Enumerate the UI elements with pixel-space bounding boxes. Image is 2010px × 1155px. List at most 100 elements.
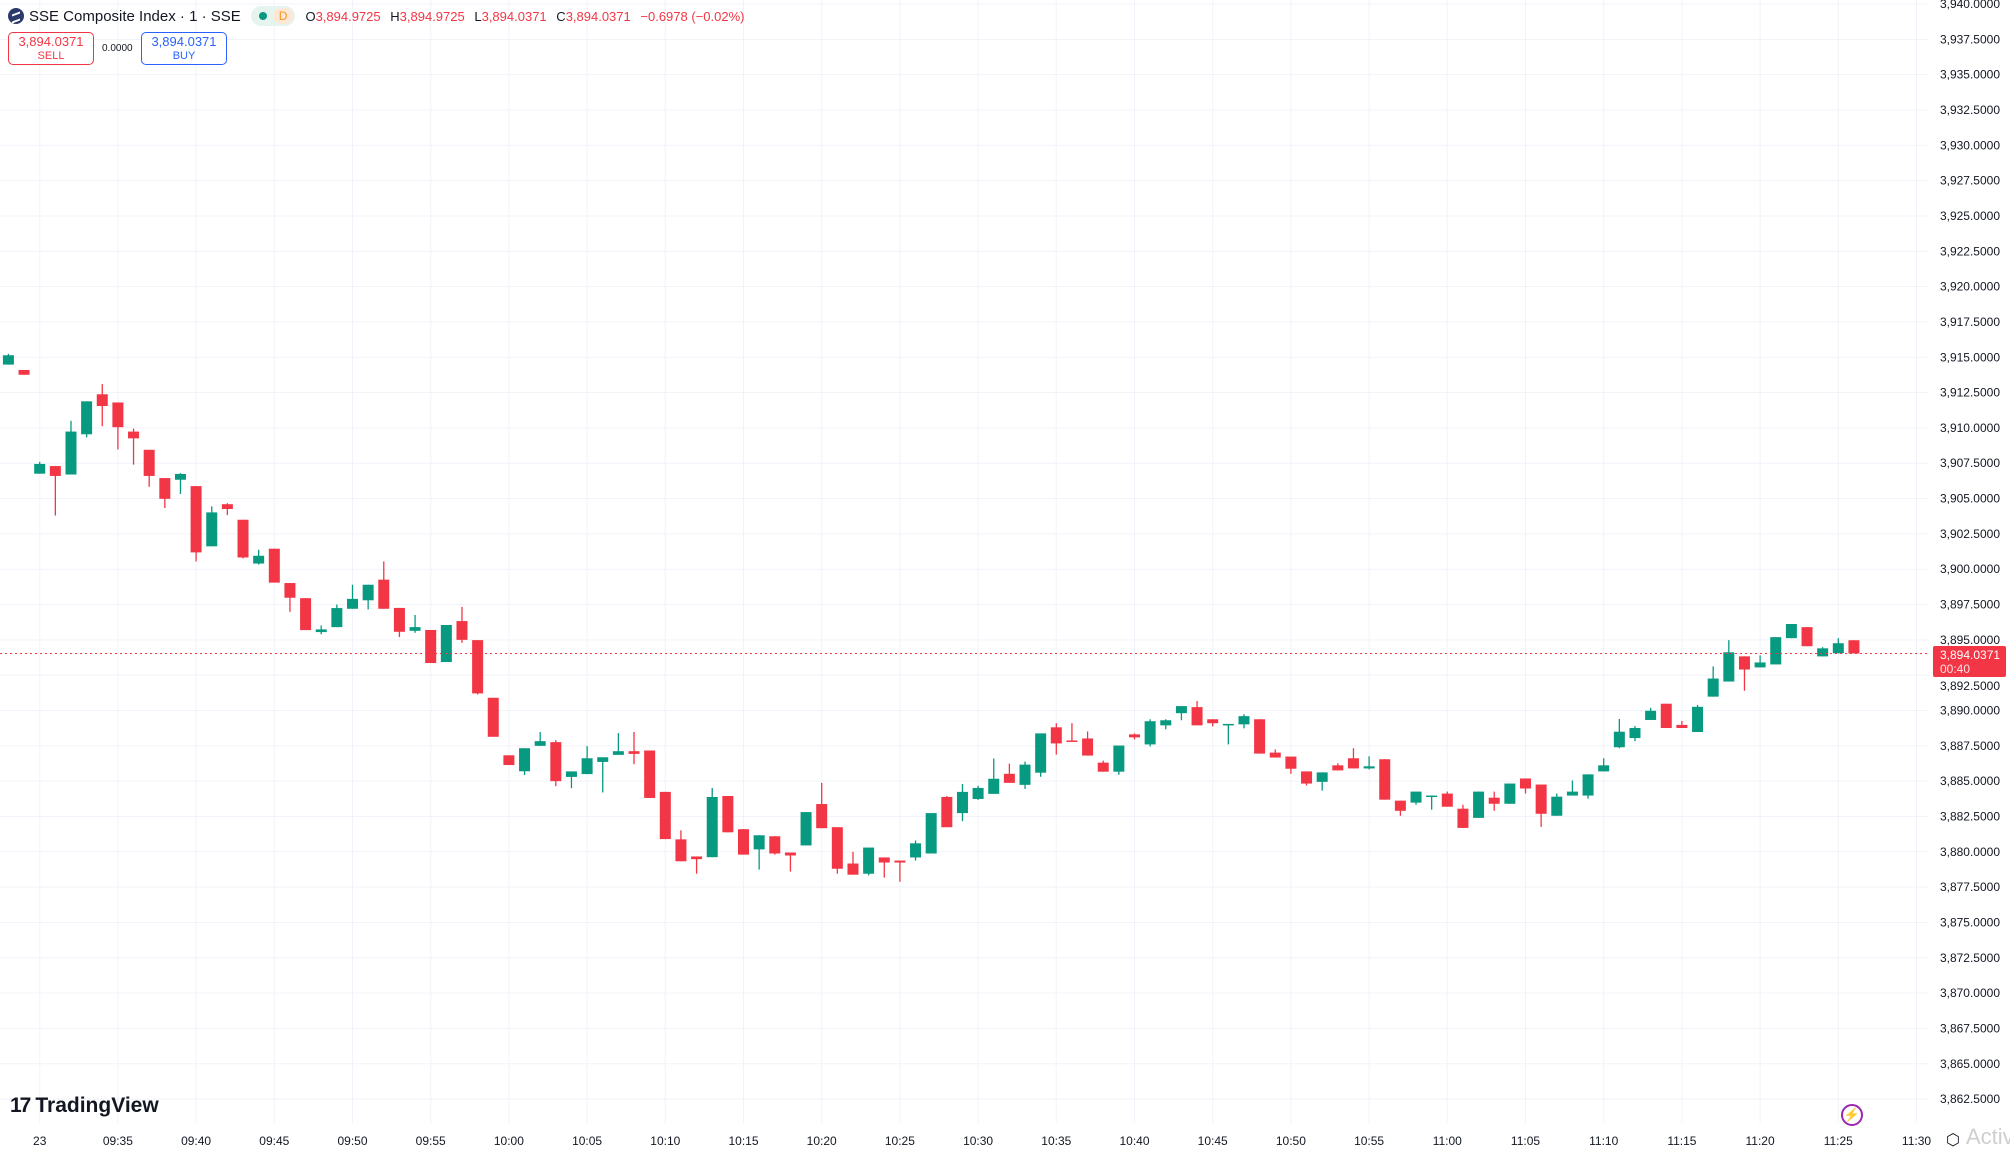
time-tick-label: 10:45 bbox=[1198, 1134, 1228, 1148]
candle-10:40 bbox=[1129, 733, 1140, 740]
buy-button[interactable]: 3,894.0371 BUY bbox=[141, 32, 227, 65]
candle-body bbox=[659, 791, 671, 840]
candle-body bbox=[1347, 758, 1359, 769]
price-tick-label: 3,937.5000 bbox=[1940, 32, 2000, 46]
price-tick-label: 3,895.0000 bbox=[1940, 633, 2000, 647]
candle-11:24 bbox=[1817, 647, 1829, 657]
candle-09:29 bbox=[18, 369, 30, 375]
candle-10:54 bbox=[1347, 748, 1359, 769]
sse-logo-icon bbox=[8, 8, 24, 24]
time-tick-label: 10:10 bbox=[650, 1134, 680, 1148]
candle-body bbox=[612, 751, 624, 755]
candle-body bbox=[894, 860, 906, 863]
candle-body bbox=[1473, 791, 1485, 818]
price-tick-label: 3,905.0000 bbox=[1940, 492, 2000, 506]
candle-body bbox=[331, 608, 343, 628]
candle-body bbox=[675, 839, 687, 862]
candle-09:43 bbox=[237, 519, 249, 559]
candle-11:10 bbox=[1598, 758, 1610, 772]
sell-button[interactable]: 3,894.0371 SELL bbox=[8, 32, 94, 65]
candle-body bbox=[190, 486, 202, 553]
price-tick-label: 3,915.0000 bbox=[1940, 350, 2000, 364]
candle-10:57 bbox=[1394, 800, 1406, 816]
candle-body bbox=[1175, 706, 1187, 714]
high-value: 3,894.9725 bbox=[399, 8, 465, 24]
price-tick-label: 3,940.0000 bbox=[1940, 0, 2000, 11]
candle-body bbox=[1301, 771, 1313, 784]
symbol-title[interactable]: SSE Composite Index · 1 · SSE bbox=[29, 7, 241, 25]
price-tick-label: 3,887.5000 bbox=[1940, 739, 2000, 753]
candle-body bbox=[597, 757, 609, 762]
candle-11:21 bbox=[1770, 637, 1782, 665]
candle-body bbox=[1598, 765, 1610, 772]
price-tick-label: 3,890.0000 bbox=[1940, 704, 2000, 718]
candle-body bbox=[425, 629, 437, 664]
price-axis[interactable]: 3,940.0000 3,937.5000 3,935.0000 3,932.5000… bbox=[1940, 0, 2000, 1106]
candle-09:39 bbox=[174, 473, 186, 494]
candle-09:55 bbox=[425, 629, 437, 664]
candle-body bbox=[534, 741, 546, 746]
candle-10:29 bbox=[956, 783, 968, 822]
candle-10:09 bbox=[644, 750, 656, 798]
time-axis[interactable]: 23 09:35 09:40 09:45 09:50 09:55 10:00 10:05 10:… bbox=[33, 1134, 1931, 1148]
price-tick-label: 3,900.0000 bbox=[1940, 562, 2000, 576]
candle-body bbox=[1285, 756, 1297, 769]
candle-body bbox=[1238, 716, 1250, 725]
candle-body bbox=[925, 813, 937, 854]
candle-09:51 bbox=[362, 584, 374, 610]
candle-10:02 bbox=[534, 731, 546, 746]
candle-body bbox=[1191, 707, 1203, 726]
candle-09:40 bbox=[190, 486, 202, 562]
candle-body bbox=[784, 852, 796, 856]
candle-10:11 bbox=[675, 830, 687, 862]
candle-09:57 bbox=[456, 606, 468, 643]
candle-body bbox=[159, 478, 171, 499]
candle-11:12 bbox=[1629, 726, 1641, 742]
lightning-icon[interactable]: ⚡ bbox=[1841, 1104, 1863, 1126]
candle-body bbox=[1551, 796, 1563, 816]
candle-10:38 bbox=[1097, 760, 1109, 772]
candle-body bbox=[863, 847, 875, 874]
candle-body bbox=[1254, 719, 1266, 754]
price-tick-label: 3,862.5000 bbox=[1940, 1092, 2000, 1106]
candle-10:55 bbox=[1363, 756, 1375, 770]
settings-icon[interactable]: ⬡ bbox=[1946, 1132, 1960, 1149]
candle-10:06 bbox=[597, 757, 609, 793]
candle-11:04 bbox=[1504, 783, 1516, 804]
price-tick-label: 3,907.5000 bbox=[1940, 456, 2000, 470]
close-value: 3,894.0371 bbox=[565, 8, 631, 24]
candle-10:47 bbox=[1238, 714, 1250, 729]
candle-09:58 bbox=[472, 640, 484, 695]
change-value: −0.6978 (−0.02%) bbox=[640, 8, 745, 24]
high-label: H bbox=[390, 8, 400, 24]
candle-body bbox=[1097, 762, 1109, 772]
candle-body bbox=[143, 449, 155, 476]
market-status[interactable]: D bbox=[250, 6, 296, 26]
candle-body bbox=[1535, 784, 1547, 814]
time-tick-label: 11:00 bbox=[1433, 1134, 1462, 1148]
candle-body bbox=[972, 787, 984, 799]
candle-body bbox=[1723, 652, 1735, 682]
candle-09:41 bbox=[206, 506, 218, 547]
candle-body bbox=[753, 835, 765, 850]
buy-price: 3,894.0371 bbox=[151, 34, 217, 49]
candle-11:23 bbox=[1801, 627, 1813, 647]
candle-body bbox=[1660, 703, 1672, 729]
candle-10:23 bbox=[863, 847, 875, 876]
candle-body bbox=[487, 697, 499, 737]
candle-body bbox=[221, 504, 233, 510]
price-tick-label: 3,865.0000 bbox=[1940, 1057, 2000, 1071]
time-tick-label: 10:20 bbox=[807, 1134, 837, 1148]
candle-10:36 bbox=[1066, 723, 1078, 742]
candle-11:09 bbox=[1582, 774, 1594, 799]
candle-09:44 bbox=[253, 549, 265, 565]
tradingview-logo[interactable]: 17 TradingView bbox=[10, 1094, 159, 1118]
candle-body bbox=[1817, 648, 1829, 657]
candle-10:32 bbox=[1003, 763, 1015, 783]
grid-lines bbox=[0, 0, 1929, 1123]
candle-10:27 bbox=[925, 813, 937, 854]
sell-label: SELL bbox=[37, 50, 65, 62]
candle-09:31 bbox=[49, 466, 61, 516]
candle-10:39 bbox=[1113, 745, 1125, 775]
